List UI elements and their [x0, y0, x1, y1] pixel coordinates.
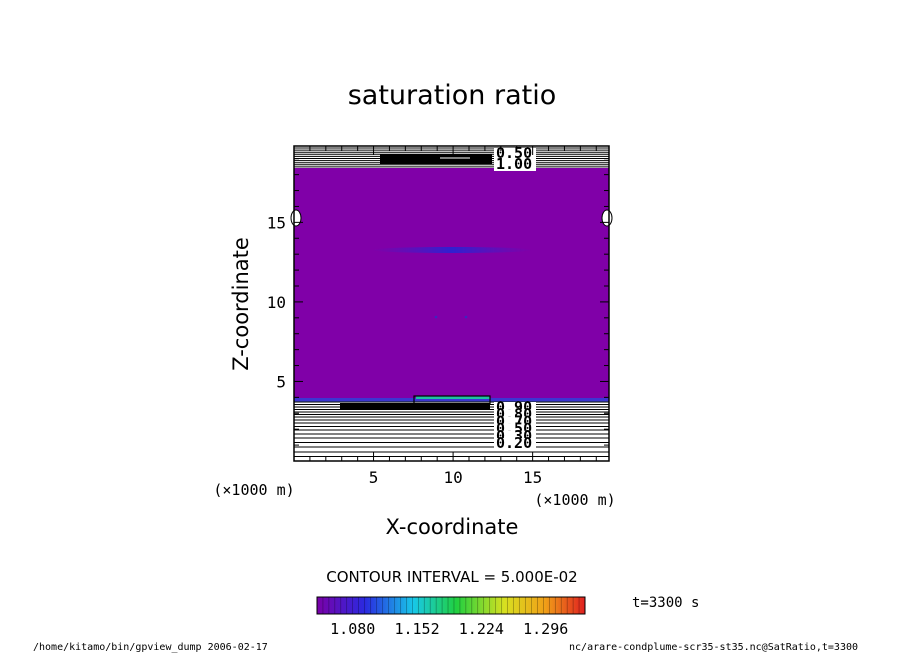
- contour-interval-text: CONTOUR INTERVAL = 5.000E-02: [326, 568, 577, 586]
- saturated-region: [294, 168, 609, 401]
- edge-notch-left: [290, 209, 302, 227]
- chart-title: saturation ratio: [348, 80, 557, 111]
- y-tick-label: 5: [276, 372, 286, 391]
- y-axis-label: Z-coordinate: [229, 237, 253, 371]
- contour-cluster: [340, 403, 490, 410]
- low-saturation-spot: [464, 315, 468, 319]
- y-axis-ticks: 5 10 15: [267, 158, 609, 446]
- y-axis-unit: (×1000 m): [213, 481, 294, 499]
- edge-notch-right: [601, 209, 613, 227]
- contour-label: 1.00: [496, 155, 532, 173]
- time-label: t=3300 s: [632, 595, 699, 611]
- colorbar-ticks: 1.080 1.152 1.224 1.296: [330, 620, 568, 638]
- contour-label-bg: [494, 438, 536, 450]
- colorbar-tick-label: 1.080: [330, 620, 375, 638]
- colorbar-tick-label: 1.152: [394, 620, 439, 638]
- colorbar-tick-label: 1.296: [523, 620, 568, 638]
- boundary-edge: [294, 398, 609, 402]
- boundary-edge-green: [416, 396, 490, 399]
- footer-right: nc/arare-condplume-scr35-st35.nc@SatRati…: [569, 642, 858, 653]
- plot-frame: [293, 145, 610, 462]
- colorbar-stripes: [316, 597, 586, 614]
- contour-label-bg: [494, 148, 536, 160]
- colorbar: [316, 596, 586, 615]
- contour-lines-top: [294, 147, 609, 168]
- x-tick-label: 10: [443, 468, 462, 487]
- y-tick-label: 10: [267, 293, 286, 312]
- x-tick-label: 15: [523, 468, 542, 487]
- x-axis-unit: (×1000 m): [534, 491, 615, 509]
- y-tick-label: 15: [267, 213, 286, 232]
- contour-label-bg: [494, 159, 536, 171]
- low-saturation-spot: [434, 315, 438, 319]
- contour-lines-bottom: [294, 395, 609, 457]
- contour-label: 0.20: [496, 434, 532, 452]
- low-saturation-band: [372, 247, 532, 253]
- x-axis-ticks: 5 10 15: [309, 146, 597, 487]
- colorbar-tick-label: 1.224: [459, 620, 504, 638]
- contour-label: 0.50: [496, 144, 532, 162]
- contour-labels: 0.501.000.900.800.700.500.300.20: [494, 144, 536, 452]
- x-tick-label: 5: [369, 468, 379, 487]
- footer-left: /home/kitamo/bin/gpview_dump 2006-02-17: [33, 642, 268, 653]
- x-axis-label: X-coordinate: [386, 515, 519, 539]
- contour-cluster: [380, 154, 492, 164]
- contour-loop: [413, 395, 491, 405]
- plot-area: 0.501.000.900.800.700.500.300.20: [290, 144, 613, 462]
